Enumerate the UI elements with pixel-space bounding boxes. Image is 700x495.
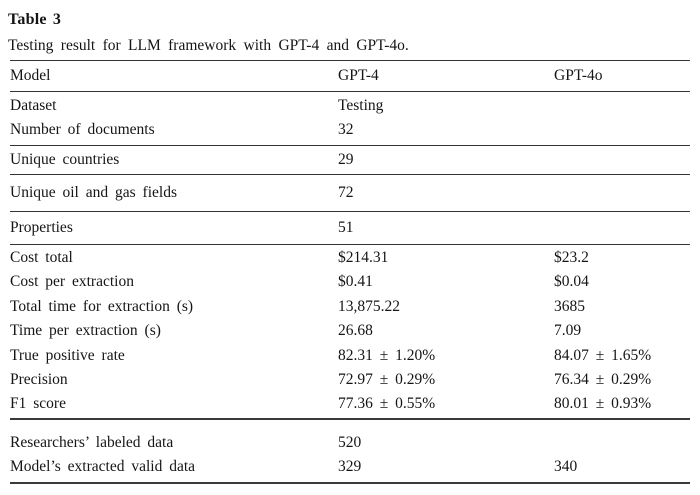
section-metrics: Cost total $214.31 $23.2 Cost per extrac… xyxy=(10,243,690,418)
column-header-gpt4o: GPT-4o xyxy=(554,60,690,92)
table-row: Properties 51 xyxy=(10,211,690,245)
gpt4-value: 13,875.22 xyxy=(338,297,400,315)
gpt4-value: 72.97 ± 0.29% xyxy=(338,370,436,388)
table-row: Precision 72.97 ± 0.29% 76.34 ± 0.29% xyxy=(10,368,690,392)
row-label: Model’s extracted valid data xyxy=(10,458,196,476)
table-header-row: Model GPT-4 GPT-4o xyxy=(10,60,690,92)
row-label: Unique oil and gas fields xyxy=(10,174,338,212)
section-properties: Properties 51 xyxy=(10,211,690,245)
row-label: Dataset xyxy=(10,96,57,114)
gpt4o-value: $0.04 xyxy=(554,273,589,291)
gpt4o-value: 3685 xyxy=(554,297,585,315)
gpt4o-value: 84.07 ± 1.65% xyxy=(554,346,652,364)
row-label: Time per extraction (s) xyxy=(10,322,161,340)
gpt4o-value xyxy=(554,417,690,456)
gpt4o-value: $23.2 xyxy=(554,243,690,271)
gpt4-value: 329 xyxy=(338,458,362,476)
gpt4-value: 72 xyxy=(338,174,554,212)
table-row: Model’s extracted valid data 329 340 xyxy=(10,455,690,482)
column-header-gpt4: GPT-4 xyxy=(338,60,554,92)
gpt4o-value: 80.01 ± 0.93% xyxy=(554,395,652,413)
gpt4o-value: 7.09 xyxy=(554,322,582,340)
table-row: Cost per extraction $0.41 $0.04 xyxy=(10,270,690,294)
table-title: Table 3 xyxy=(8,11,62,28)
row-label: Cost total xyxy=(10,243,338,271)
row-label: Properties xyxy=(10,211,338,245)
gpt4-value: 29 xyxy=(338,144,554,175)
gpt4o-value: 76.34 ± 0.29% xyxy=(554,370,652,388)
row-label: Precision xyxy=(10,370,68,388)
gpt4o-value xyxy=(554,144,690,175)
table-row: Total time for extraction (s) 13,875.22 … xyxy=(10,295,690,319)
row-label: Number of documents xyxy=(10,121,155,139)
gpt4o-value: 340 xyxy=(554,458,578,476)
row-label: Researchers’ labeled data xyxy=(10,417,338,456)
gpt4-value: 32 xyxy=(338,121,354,139)
row-label: Total time for extraction (s) xyxy=(10,297,194,315)
table-row: Dataset Testing xyxy=(10,91,690,118)
gpt4-value: Testing xyxy=(338,96,384,114)
gpt4-value: 520 xyxy=(338,417,554,456)
gpt4o-value xyxy=(554,174,690,212)
row-label: F1 score xyxy=(10,395,66,413)
gpt4-value: 77.36 ± 0.55% xyxy=(338,395,436,413)
gpt4-value: 82.31 ± 1.20% xyxy=(338,346,436,364)
table-row: Cost total $214.31 $23.2 xyxy=(10,243,690,271)
gpt4o-value xyxy=(554,118,690,145)
results-table: Model GPT-4 GPT-4o Dataset Testing Numbe… xyxy=(10,60,690,484)
table-row: Time per extraction (s) 26.68 7.09 xyxy=(10,319,690,343)
gpt4-value: $0.41 xyxy=(338,273,373,291)
table-row: Unique oil and gas fields 72 xyxy=(10,174,690,212)
gpt4-value: 26.68 xyxy=(338,322,373,340)
section-dataset-info: Dataset Testing Number of documents 32 xyxy=(10,91,690,145)
row-label: True positive rate xyxy=(10,346,125,364)
gpt4-value: $214.31 xyxy=(338,243,554,271)
gpt4-value: 51 xyxy=(338,211,554,245)
table-row: Researchers’ labeled data 520 xyxy=(10,417,690,456)
table-caption: Testing result for LLM framework with GP… xyxy=(8,37,409,54)
table-row: Unique countries 29 xyxy=(10,144,690,175)
section-validation: Researchers’ labeled data 520 Model’s ex… xyxy=(10,417,690,483)
table-row: Number of documents 32 xyxy=(10,118,690,145)
gpt4o-value xyxy=(554,211,690,245)
section-unique-countries: Unique countries 29 xyxy=(10,144,690,175)
column-header-model: Model xyxy=(10,60,338,92)
row-label: Cost per extraction xyxy=(10,273,134,291)
row-label: Unique countries xyxy=(10,144,338,175)
section-unique-fields: Unique oil and gas fields 72 xyxy=(10,174,690,212)
gpt4o-value xyxy=(554,91,690,118)
table-row: F1 score 77.36 ± 0.55% 80.01 ± 0.93% xyxy=(10,392,690,418)
table-row: True positive rate 82.31 ± 1.20% 84.07 ±… xyxy=(10,344,690,368)
